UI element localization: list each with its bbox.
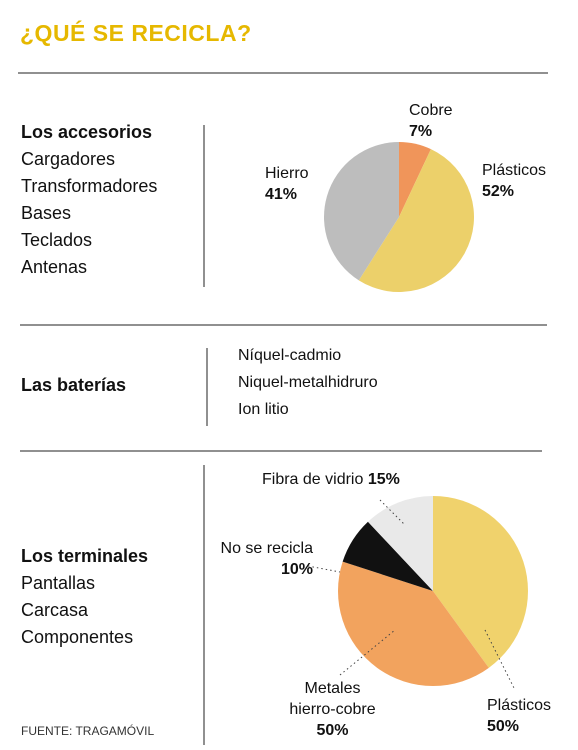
slice-value: 15%	[367, 471, 400, 488]
slice-label: Plásticos 50%	[487, 695, 551, 737]
slice-value: 52%	[482, 183, 515, 200]
pie-slice	[358, 149, 475, 293]
section-heading: Los accesorios	[21, 122, 153, 142]
section-item: Bases	[21, 203, 72, 223]
slice-name: Cobre	[409, 102, 453, 119]
pie-slice	[342, 521, 433, 591]
section-item: Pantallas	[21, 573, 96, 593]
slice-name: Plásticos	[487, 697, 552, 714]
slice-label: Metales hierro-cobre 50%	[285, 678, 380, 741]
leader	[339, 629, 396, 676]
section-heading: Las baterías	[21, 375, 127, 395]
pie-slice	[399, 142, 431, 217]
slice-value: 41%	[265, 186, 298, 203]
slice-value: 10%	[280, 561, 313, 578]
source: FUENTE: TRAGAMÓVIL	[21, 724, 155, 738]
leaders	[307, 499, 516, 691]
pie-slice	[337, 561, 489, 687]
slice-value: 50%	[316, 722, 349, 739]
leader	[379, 499, 406, 526]
section-item: Transformadores	[21, 176, 158, 196]
title: ¿QUÉ SE RECICLA?	[20, 20, 252, 46]
slice-name: Plásticos	[482, 162, 547, 179]
section-item: Niquel-metalhidruro	[238, 374, 378, 391]
section-item: Carcasa	[21, 600, 89, 620]
slice-label: Cobre 7%	[409, 100, 453, 142]
slice-value: 7%	[409, 123, 433, 140]
dividers	[18, 72, 548, 745]
slice-label: Fibra de vidrio 15%	[262, 469, 400, 490]
leader	[307, 565, 341, 573]
slice-label: Plásticos 52%	[482, 160, 546, 202]
slice-label: No se recicla 10%	[218, 538, 313, 580]
slice-value: 50%	[487, 718, 520, 735]
section-heading: Los terminales	[21, 546, 149, 566]
pie-terminales	[337, 496, 529, 687]
pie-slice	[324, 142, 399, 281]
slice-name: Fibra de vidrio	[262, 471, 364, 488]
section-item: Ion litio	[238, 401, 289, 418]
pie-slice	[433, 496, 529, 668]
pie-accesorios	[324, 142, 475, 293]
slice-name: Hierro	[265, 165, 309, 182]
slice-name: No se recicla	[220, 540, 313, 557]
pie-slice	[367, 496, 433, 591]
section-item: Níquel-cadmio	[238, 347, 342, 364]
section-item: Antenas	[21, 257, 88, 277]
slice-name: Metales hierro-cobre	[289, 680, 376, 718]
slice-label: Hierro 41%	[265, 163, 309, 205]
section-item: Componentes	[21, 627, 134, 647]
section-item: Cargadores	[21, 149, 116, 169]
section-item: Teclados	[21, 230, 93, 250]
